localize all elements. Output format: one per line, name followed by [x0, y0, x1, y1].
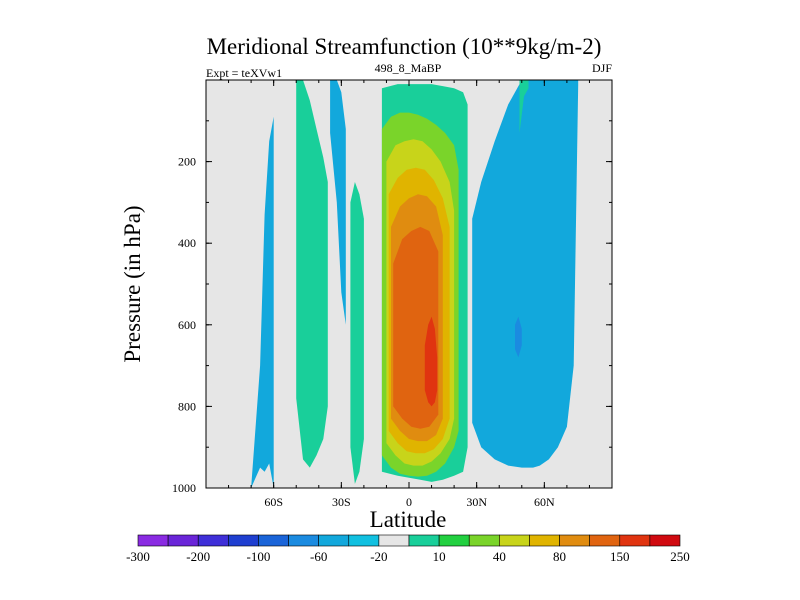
- y-tick-label: 400: [178, 236, 196, 250]
- colorbar-label: -60: [310, 549, 327, 564]
- chart-title: Meridional Streamfunction (10**9kg/m-2): [207, 34, 602, 59]
- y-tick-label: 800: [178, 399, 196, 413]
- colorbar-swatch: [438, 534, 470, 547]
- colorbar-label: -20: [370, 549, 387, 564]
- period-label: 498_8_MaBP: [375, 61, 442, 75]
- colorbar-label: 250: [670, 549, 690, 564]
- x-axis-label: Latitude: [370, 507, 447, 532]
- contour-region-hadley-core-10: [424, 316, 438, 407]
- colorbar-swatch: [258, 534, 289, 547]
- contour-region-sh-mid-cell-3: [350, 182, 364, 484]
- x-tick-label: 60S: [264, 495, 283, 509]
- colorbar-swatch: [468, 534, 500, 547]
- colorbar-label: -200: [186, 549, 210, 564]
- colorbar-swatch: [348, 534, 380, 547]
- colorbar-swatch: [589, 534, 621, 547]
- experiment-label: Expt = teXVw1: [206, 66, 282, 80]
- season-label: DJF: [592, 61, 612, 75]
- y-tick-label: 1000: [172, 481, 196, 495]
- y-axis-label: Pressure (in hPa): [120, 205, 145, 362]
- contour-region-nh-ferrel-cell-11: [472, 80, 579, 468]
- colorbar-label: 150: [610, 549, 630, 564]
- colorbar-swatch: [499, 534, 530, 547]
- colorbar-label: 80: [553, 549, 566, 564]
- colorbar-swatch: [318, 534, 350, 547]
- colorbar-swatch: [378, 534, 410, 547]
- colorbar-label: -100: [247, 549, 271, 564]
- colorbar-swatch: [529, 534, 560, 547]
- colorbar-swatch: [228, 534, 259, 547]
- colorbar-swatch: [649, 534, 681, 547]
- y-axis: 200 400 600 800 1000: [172, 120, 612, 495]
- contour-region-sh-upper-cell-2: [330, 80, 346, 325]
- colorbar: -300 -200 -100 -60 -20 10 40 80 150 250: [126, 534, 690, 564]
- colorbar-swatch: [619, 534, 651, 547]
- colorbar-label: 10: [433, 549, 446, 564]
- y-tick-label: 200: [178, 155, 196, 169]
- colorbar-swatch: [167, 534, 199, 547]
- colorbar-label: 40: [493, 549, 506, 564]
- colorbar-swatch: [559, 534, 590, 547]
- x-tick-label: 0: [406, 495, 412, 509]
- colorbar-label: -300: [126, 549, 150, 564]
- x-tick-label: 30N: [466, 495, 487, 509]
- colorbar-swatch: [137, 534, 169, 547]
- contour-region-polar-strip-13: [519, 80, 529, 133]
- y-tick-label: 600: [178, 318, 196, 332]
- contour-fill-layer: [251, 80, 579, 488]
- colorbar-swatch: [288, 534, 319, 547]
- plot-area: [205, 79, 613, 489]
- contour-region-nh-ferrel-core-12: [515, 316, 522, 358]
- colorbar-swatch: [408, 534, 440, 547]
- x-axis: 60S 30S 0 30N 60N: [205, 80, 613, 509]
- contour-region-sh-outer-cell-0: [251, 116, 274, 488]
- contour-region-sh-ferrel-cell-1: [296, 80, 328, 468]
- x-tick-label: 60N: [534, 495, 555, 509]
- x-tick-label: 30S: [332, 495, 351, 509]
- colorbar-swatch: [197, 534, 229, 547]
